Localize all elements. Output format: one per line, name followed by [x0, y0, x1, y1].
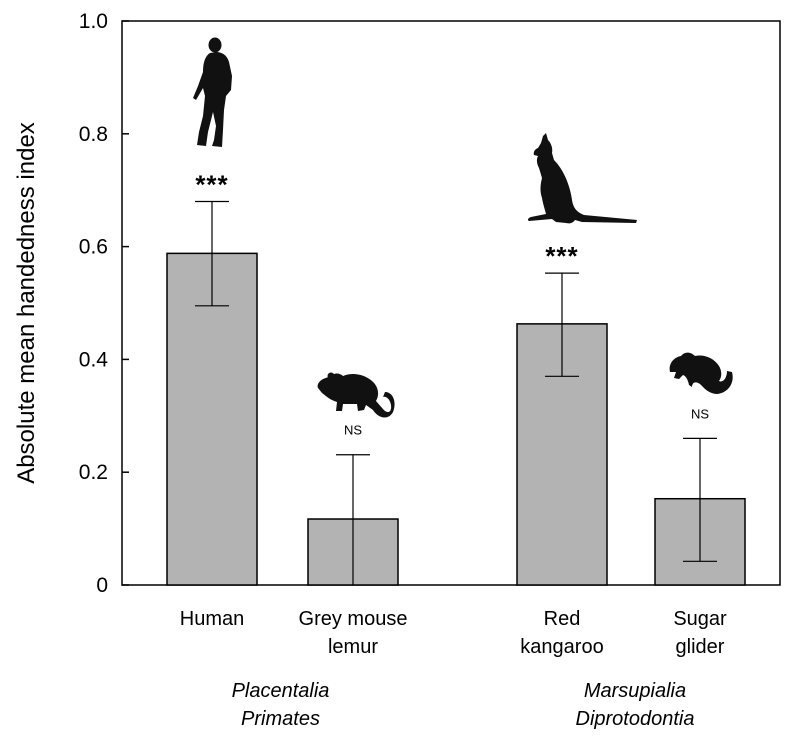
y-tick-label: 0.8 — [79, 123, 108, 146]
sugar-glider-silhouette-icon — [669, 352, 733, 394]
group-label: Placentalia — [232, 680, 330, 702]
silhouette-part — [327, 372, 335, 380]
group-label: Marsupialia — [584, 680, 686, 702]
y-axis-label: Absolute mean handedness index — [13, 122, 40, 484]
category-label: lemur — [328, 636, 378, 658]
mouse-lemur-silhouette-icon — [317, 372, 395, 418]
category-label: Sugar — [673, 608, 727, 630]
kangaroo-silhouette-icon — [527, 133, 637, 224]
category-labels: Human Grey mouse lemur Red kangaroo Sugar glid… — [180, 608, 727, 658]
silhouette-part — [677, 359, 683, 365]
group-labels: Placentalia Primates Marsupialia Diprotodon… — [232, 680, 695, 730]
bars — [166, 252, 746, 586]
group-label: Primates — [241, 708, 320, 730]
category-label: glider — [676, 636, 725, 658]
significance-label: *** — [195, 169, 228, 199]
significance-label: NS — [344, 423, 362, 438]
silhouette-part — [317, 373, 395, 418]
significance-label: *** — [545, 241, 578, 271]
silhouette-part — [193, 52, 232, 147]
bar — [516, 323, 608, 586]
y-tick-label: 0.4 — [79, 348, 109, 371]
significance-labels: *** NS *** NS — [195, 169, 709, 437]
human-silhouette-icon — [193, 37, 232, 147]
y-tick-label: 0.2 — [79, 461, 108, 484]
group-label: Diprotodontia — [576, 708, 695, 730]
y-tick-label: 1.0 — [79, 10, 108, 33]
significance-label: NS — [691, 406, 709, 421]
silhouettes — [193, 37, 733, 418]
error-bars — [195, 200, 717, 585]
category-label: kangaroo — [520, 636, 603, 658]
bar — [166, 252, 258, 586]
category-label: Red — [544, 608, 581, 630]
silhouette-part — [208, 37, 222, 53]
silhouette-part — [527, 133, 637, 224]
category-label: Grey mouse — [299, 608, 408, 630]
plot-frame — [121, 20, 781, 586]
y-axis: 0 0.2 0.4 0.6 0.8 1.0 — [79, 10, 129, 597]
y-tick-label: 0 — [96, 574, 108, 597]
category-label: Human — [180, 608, 244, 630]
y-tick-label: 0.6 — [79, 236, 108, 259]
silhouette-part — [669, 352, 733, 394]
